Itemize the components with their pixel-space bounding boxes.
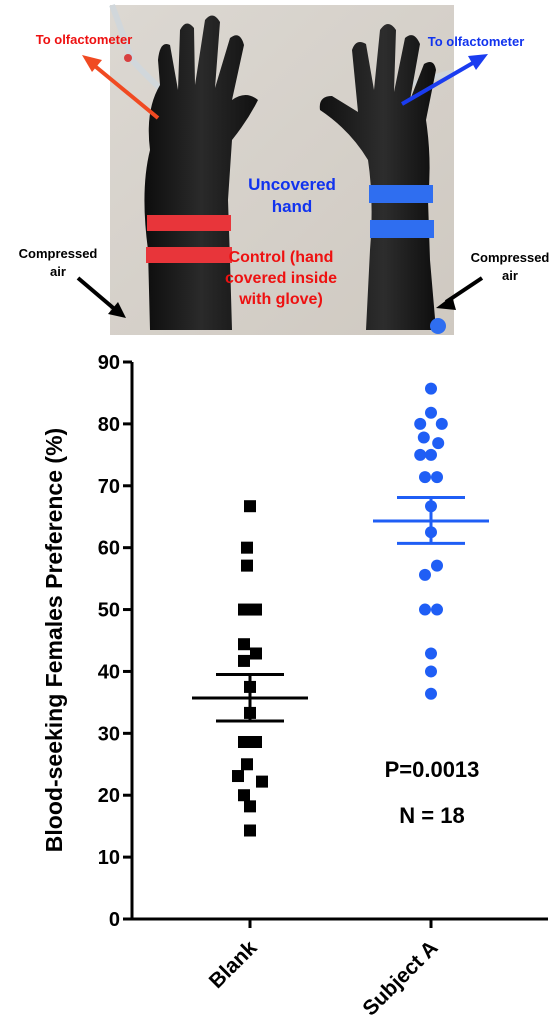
label-uncovered-line2: hand: [272, 197, 313, 216]
label-air-left-line2: air: [50, 264, 66, 279]
y-tick-label: 60: [98, 538, 120, 560]
data-point-square: [244, 824, 256, 837]
left-glove: [144, 15, 258, 330]
data-point-square: [250, 603, 262, 616]
data-point-circle: [425, 382, 437, 395]
x-tick-label: Blank: [205, 936, 262, 993]
data-point-square: [238, 789, 250, 802]
data-point-circle: [425, 448, 437, 461]
data-point-square: [256, 775, 268, 788]
x-tick-label: Subject A: [358, 936, 442, 1020]
right-glove-blue-band-1: [369, 185, 433, 203]
arrow-right-air-head: [436, 296, 456, 310]
label-air-right-line2: air: [502, 268, 518, 283]
data-point-circle: [414, 448, 427, 461]
data-point-circle: [432, 437, 445, 450]
y-tick-label: 0: [109, 909, 120, 931]
data-point-circle: [425, 665, 437, 678]
data-point-circle: [419, 568, 431, 581]
tube-left: [109, 3, 170, 98]
data-point-square: [238, 735, 250, 748]
data-point-square: [241, 559, 253, 572]
label-control-line1: Control (hand: [229, 249, 334, 266]
annotation-n-count: N = 18: [399, 803, 464, 828]
data-point-square: [250, 647, 262, 660]
y-tick-label: 50: [98, 600, 120, 622]
data-point-square: [238, 603, 250, 616]
arrow-left-air-head: [108, 302, 126, 318]
arrow-left-olfactometer: [88, 60, 160, 120]
data-point-square: [238, 638, 250, 651]
series-blank: [192, 500, 308, 837]
annotation-p-value: P=0.0013: [385, 757, 480, 782]
data-point-square: [244, 500, 256, 513]
y-axis-label: Blood-seeking Females Preference (%): [41, 428, 67, 852]
series-subject-a: [373, 382, 489, 700]
data-point-circle: [435, 417, 448, 430]
data-point-circle: [431, 559, 443, 572]
y-tick-label: 90: [98, 352, 120, 374]
y-tick-label: 40: [98, 661, 120, 683]
data-point-square: [232, 770, 244, 783]
data-point-circle: [425, 406, 437, 419]
data-point-circle: [414, 417, 427, 430]
label-air-left-line1: Compressed: [19, 246, 98, 261]
label-control-line2: covered inside: [225, 270, 337, 287]
data-point-square: [238, 654, 250, 667]
data-point-circle: [417, 431, 430, 444]
y-tick-label: 80: [98, 414, 120, 436]
right-glove-blue-cap: [430, 318, 446, 334]
label-uncovered-line1: Uncovered: [248, 175, 336, 194]
y-tick-label: 30: [98, 723, 120, 745]
x-axis: Blank Subject A: [130, 917, 548, 1020]
data-point-square: [241, 541, 253, 554]
label-control-line3: with glove): [238, 291, 323, 308]
chart-marks: [192, 382, 489, 837]
data-point-circle: [419, 471, 431, 484]
data-point-circle: [425, 647, 437, 660]
scatter-chart: 0 10 20 30 40 50 60 70 80 90 Blank Subject A Blood…: [41, 352, 548, 1020]
y-axis: 0 10 20 30 40 50 60 70 80 90: [98, 352, 134, 931]
data-point-square: [244, 800, 256, 813]
label-air-right-line1: Compressed: [471, 250, 550, 265]
y-tick-label: 20: [98, 785, 120, 807]
data-point-circle: [425, 687, 437, 700]
arrow-left-olfactometer-head: [82, 55, 102, 72]
right-glove-blue-band-2: [370, 220, 434, 238]
tube-left-tip: [124, 54, 132, 62]
data-point-square: [250, 735, 262, 748]
y-tick-label: 10: [98, 847, 120, 869]
left-glove-red-band-2: [146, 247, 232, 263]
arrow-right-olfactometer: [400, 58, 480, 106]
data-point-circle: [419, 603, 431, 616]
y-tick-label: 70: [98, 476, 120, 498]
data-point-circle: [431, 471, 443, 484]
label-right-olfactometer: To olfactometer: [428, 34, 525, 49]
left-glove-red-band-1: [147, 215, 231, 231]
arrow-right-olfactometer-head: [468, 54, 488, 70]
data-point-circle: [431, 603, 443, 616]
label-left-olfactometer: To olfactometer: [36, 32, 133, 47]
glove-photo: To olfactometer To olfactometer Uncovere…: [19, 3, 550, 335]
arrow-left-air: [76, 276, 120, 314]
data-point-square: [241, 758, 253, 771]
